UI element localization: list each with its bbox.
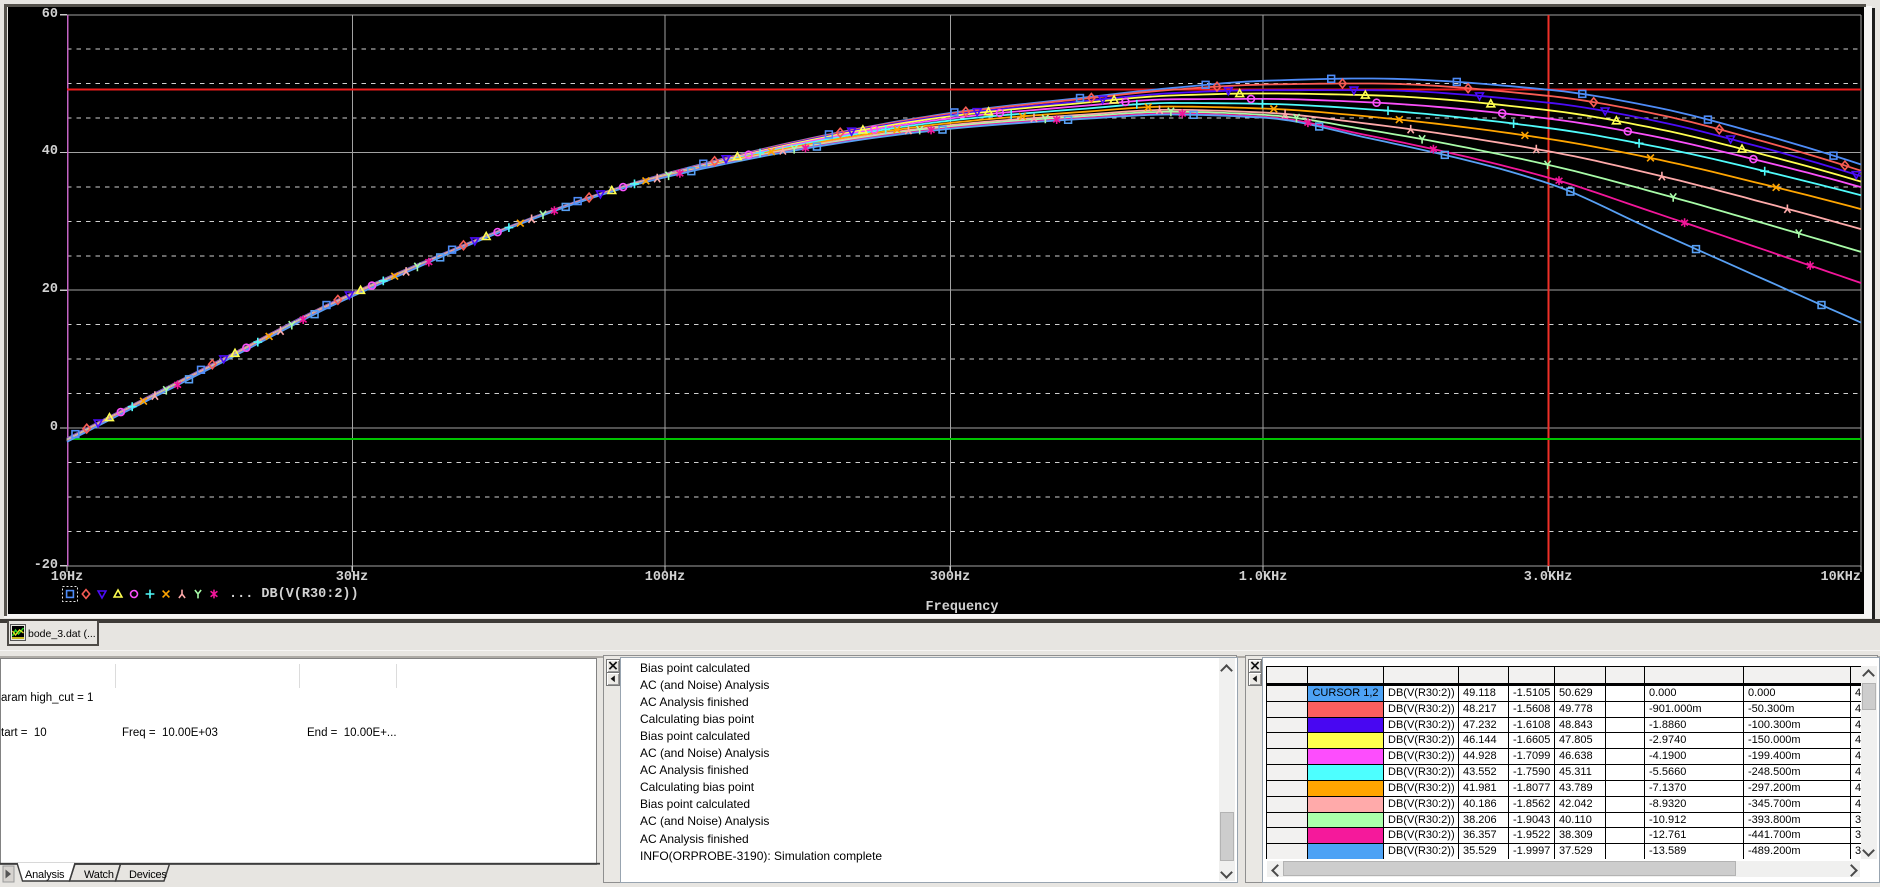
svg-text:Analysis: Analysis xyxy=(25,869,65,881)
svg-text:Devices: Devices xyxy=(129,869,167,881)
svg-text:Watch: Watch xyxy=(84,869,114,881)
